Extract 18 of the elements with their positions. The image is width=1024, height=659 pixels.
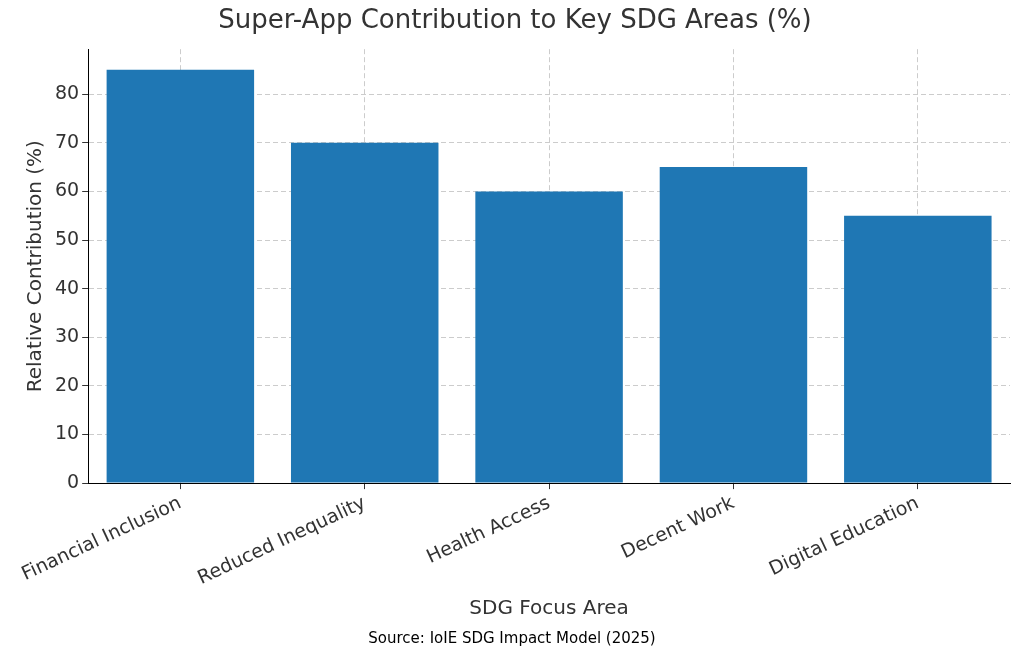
y-tick-label: 20 bbox=[54, 372, 80, 395]
bar bbox=[844, 215, 992, 483]
chart-title: Super-App Contribution to Key SDG Areas (%) bbox=[218, 4, 812, 35]
y-tick-label: 10 bbox=[54, 421, 80, 444]
source-note: Source: IoIE SDG Impact Model (2025) bbox=[368, 629, 656, 648]
y-tick-label: 80 bbox=[54, 81, 80, 104]
bar bbox=[475, 191, 623, 483]
y-tick-label: 0 bbox=[67, 470, 80, 493]
y-axis-title: Relative Contribution (%) bbox=[22, 140, 47, 393]
bar bbox=[290, 142, 439, 483]
y-tick-label: 50 bbox=[54, 226, 80, 249]
y-tick-label: 40 bbox=[54, 275, 80, 298]
y-tick-label: 60 bbox=[54, 178, 80, 201]
bar bbox=[106, 69, 255, 483]
bar bbox=[659, 167, 808, 483]
x-axis-title: SDG Focus Area bbox=[469, 595, 629, 620]
y-tick-label: 30 bbox=[54, 324, 80, 347]
y-tick-label: 70 bbox=[54, 129, 80, 152]
